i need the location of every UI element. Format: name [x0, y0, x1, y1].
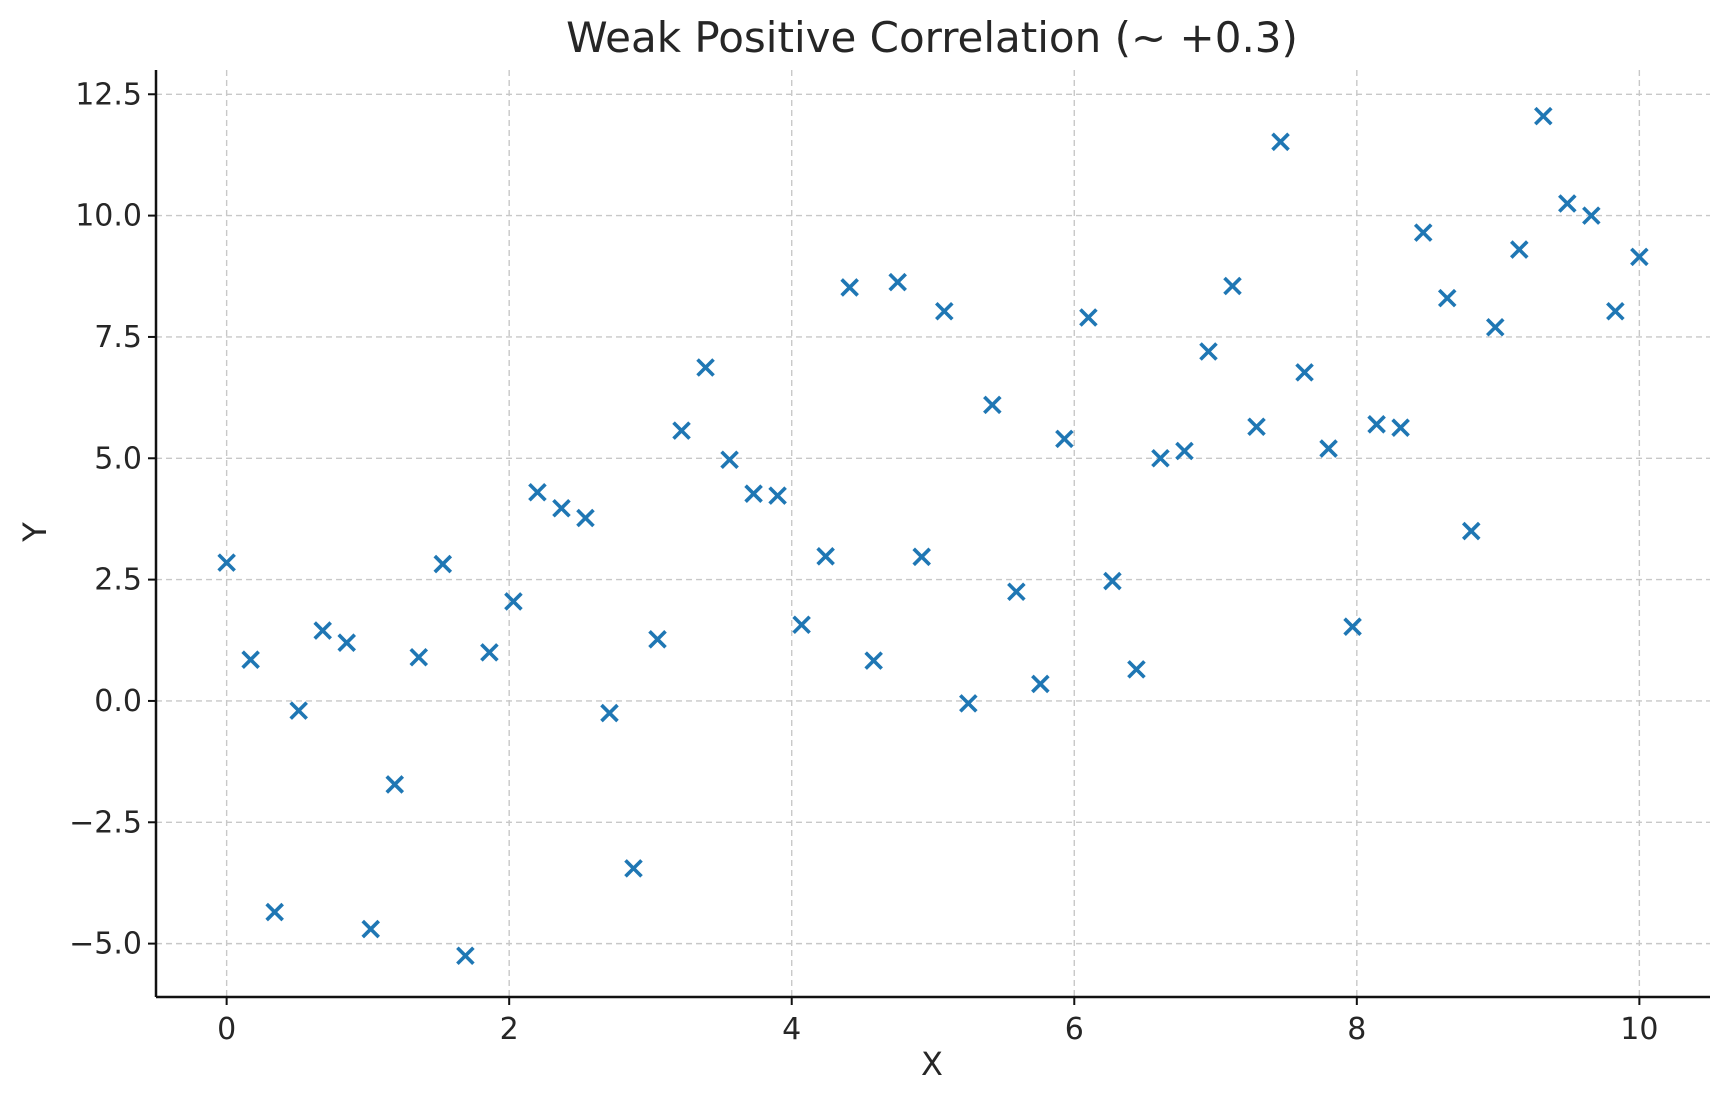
data-points	[217, 106, 1649, 966]
data-point	[1461, 521, 1481, 541]
y-tick-label: 10.0	[75, 199, 142, 234]
data-point	[959, 694, 978, 713]
data-point	[1127, 660, 1146, 679]
data-point	[648, 630, 667, 649]
data-point	[1510, 240, 1529, 259]
x-tick-label: 6	[1065, 1012, 1084, 1047]
x-tick-label: 10	[1620, 1012, 1658, 1047]
data-point	[744, 484, 763, 503]
y-axis-title: Y	[16, 522, 54, 543]
data-point	[456, 946, 475, 966]
data-point	[217, 553, 236, 572]
data-point	[1630, 247, 1649, 267]
data-point	[1391, 418, 1410, 437]
data-point	[1031, 674, 1050, 694]
data-point	[1606, 301, 1625, 321]
data-point	[1175, 441, 1194, 461]
data-point	[1437, 288, 1457, 308]
y-tick-label: −2.5	[69, 805, 142, 840]
x-tick-label: 0	[217, 1012, 236, 1047]
data-point	[385, 775, 405, 794]
data-point	[1007, 582, 1026, 602]
data-point	[1582, 206, 1601, 225]
data-point	[864, 651, 883, 670]
data-point	[720, 450, 739, 470]
data-point	[768, 486, 787, 505]
data-point	[409, 647, 429, 667]
axes	[148, 70, 1710, 1005]
tick-labels: 0 2 4 6 8 10 −5.0 −2.5 0.0 2.5 5.0 7.5 10.0 12.5	[69, 77, 1658, 1047]
data-point	[600, 703, 619, 723]
data-point	[528, 482, 547, 502]
data-point	[1223, 276, 1242, 296]
data-point	[504, 592, 523, 611]
x-axis-title: X	[921, 1045, 943, 1083]
data-point	[935, 301, 954, 321]
data-point	[576, 508, 595, 528]
data-point	[265, 902, 284, 922]
x-tick-label: 8	[1347, 1012, 1366, 1047]
grid-lines	[156, 70, 1710, 997]
y-tick-label: 7.5	[94, 320, 142, 355]
data-point	[1199, 342, 1218, 361]
chart-title: Weak Positive Correlation (~ +0.3)	[566, 13, 1298, 62]
data-point	[816, 547, 835, 566]
data-point	[337, 633, 356, 652]
data-point	[289, 701, 308, 720]
data-point	[624, 859, 643, 878]
data-point	[696, 358, 715, 377]
y-tick-label: 12.5	[75, 77, 142, 112]
data-point	[792, 615, 811, 635]
data-point	[840, 278, 859, 297]
y-tick-label: 0.0	[94, 684, 142, 719]
data-point	[1103, 571, 1122, 591]
data-point	[1413, 223, 1433, 242]
data-point	[983, 395, 1002, 415]
data-point	[361, 919, 381, 939]
data-point	[1485, 317, 1505, 337]
data-point	[1367, 415, 1386, 434]
data-point	[313, 621, 332, 640]
y-tick-label: 5.0	[94, 441, 142, 476]
data-point	[1271, 132, 1290, 152]
y-tick-label: −5.0	[69, 927, 142, 962]
data-point	[433, 554, 453, 574]
data-point	[1534, 106, 1553, 126]
data-point	[1247, 417, 1266, 436]
data-point	[672, 421, 691, 440]
data-point	[1558, 194, 1577, 213]
y-tick-label: 2.5	[94, 563, 142, 598]
data-point	[480, 643, 499, 662]
data-point	[1055, 429, 1074, 449]
x-tick-label: 4	[782, 1012, 801, 1047]
data-point	[912, 547, 931, 567]
data-point	[1319, 439, 1338, 458]
data-point	[888, 272, 907, 292]
data-point	[1079, 308, 1098, 327]
x-tick-label: 2	[500, 1012, 519, 1047]
data-point	[1295, 363, 1314, 382]
data-point	[241, 650, 260, 669]
data-point	[1343, 617, 1362, 636]
data-point	[1151, 448, 1170, 468]
data-point	[552, 498, 571, 518]
